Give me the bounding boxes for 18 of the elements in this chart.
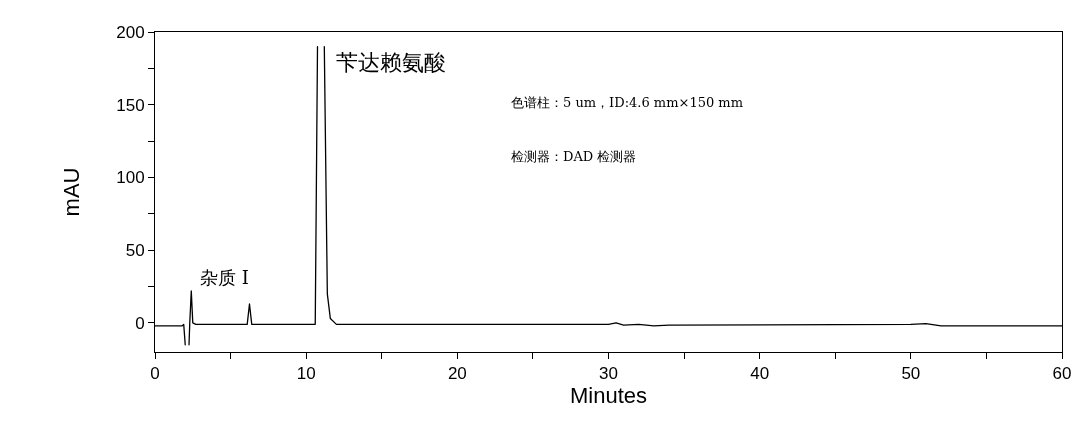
- annotation: 杂质 I: [200, 267, 249, 288]
- x-tick-label: 50: [901, 364, 921, 384]
- x-tick-label: 40: [750, 364, 770, 384]
- annotation: 苄达赖氨酸: [336, 50, 446, 75]
- x-tick-label: 20: [447, 364, 467, 384]
- y-tick-label: 150: [116, 95, 145, 115]
- x-axis-title: Minutes: [569, 383, 648, 409]
- y-axis-title: mAU: [59, 167, 85, 217]
- x-tick-label: 60: [1052, 364, 1072, 384]
- x-tick-label: 10: [296, 364, 316, 384]
- x-tick-label: 0: [150, 364, 160, 384]
- y-tick-label: 0: [135, 313, 145, 333]
- annotation: 色谱柱：5 um，ID:4.6 mm×150 mm: [511, 95, 743, 110]
- x-tick-label: 30: [599, 364, 618, 384]
- y-tick-label: 200: [116, 22, 145, 42]
- y-tick-label: 100: [116, 168, 145, 188]
- annotation: 检测器：DAD 检测器: [511, 149, 637, 164]
- y-tick-label: 50: [125, 241, 145, 261]
